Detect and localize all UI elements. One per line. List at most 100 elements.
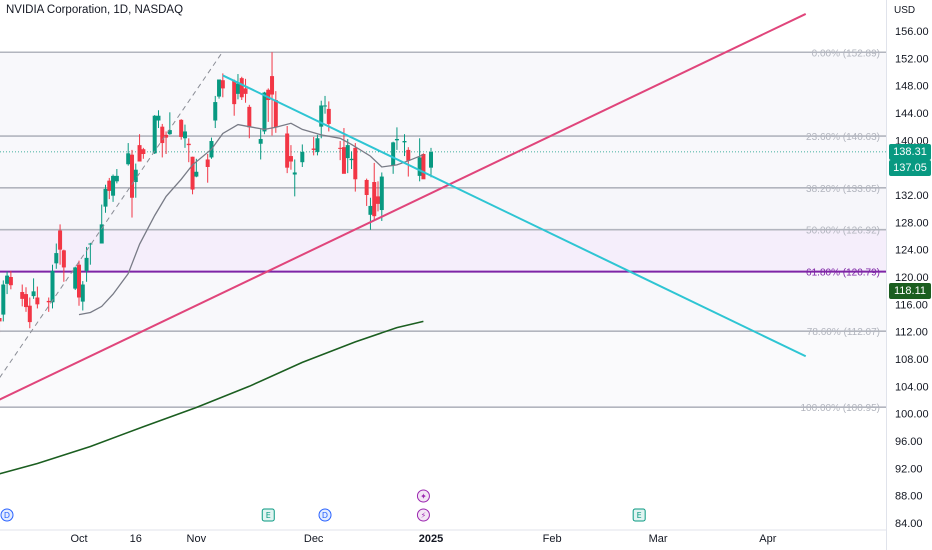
price-axis-label: 124.00 (895, 245, 929, 257)
support-trendline (0, 13, 807, 401)
candle-body (315, 138, 320, 152)
candle-body (285, 133, 290, 168)
earnings-glyph: E (266, 511, 271, 520)
earnings-glyph: E (637, 511, 642, 520)
candle-body (417, 157, 422, 176)
candle-body (323, 105, 328, 107)
candle-body (266, 89, 271, 101)
price-axis-label: 104.00 (895, 381, 929, 393)
candle-body (61, 250, 66, 268)
earnings-icon (632, 508, 646, 522)
price-axis-label: 148.00 (895, 81, 929, 93)
candle-body (402, 141, 407, 143)
last-price-badge: 138.31 (889, 144, 931, 160)
time-axis-label: Mar (649, 533, 668, 545)
price-axis-label: 96.00 (895, 436, 923, 448)
candle-body (232, 80, 237, 105)
candle-body (319, 105, 324, 127)
candle-body (99, 224, 104, 244)
candle-body (73, 267, 78, 289)
candle-body (376, 196, 381, 204)
price-axis-label: 116.00 (895, 299, 928, 311)
split-glyph: ⚡ (421, 511, 427, 520)
candle-body (186, 143, 191, 146)
slow-moving-average-line (0, 320, 424, 475)
price-axis-label: 92.00 (895, 463, 923, 475)
candle-body (429, 151, 433, 168)
candle-body (160, 126, 165, 144)
candle-body (239, 78, 244, 98)
candle-body (217, 79, 222, 97)
dividend-icon (0, 508, 14, 522)
time-axis-label: 16 (130, 533, 142, 545)
price-axis-label: 88.00 (895, 491, 923, 503)
candle-body (31, 291, 36, 297)
time-axis-label: 2025 (419, 533, 443, 545)
fib-level-label: 78.60% (112.07) (807, 327, 880, 338)
candle-body (58, 230, 63, 250)
currency-label[interactable]: USD (894, 5, 916, 16)
candle-body (213, 102, 218, 121)
price-axis-label: 128.00 (895, 217, 929, 229)
candle-body (270, 76, 275, 95)
candle-body (273, 100, 278, 128)
candle-body (5, 275, 10, 284)
candle-body (391, 142, 396, 166)
candle-body (247, 106, 252, 128)
price-axis-label: 152.00 (895, 53, 929, 65)
candle-body (114, 175, 119, 182)
candle-body (368, 205, 373, 215)
candle-body (190, 156, 195, 190)
candle-body (107, 180, 112, 191)
candle-body (8, 277, 13, 286)
candle-body (88, 243, 93, 245)
candle-body (126, 153, 131, 165)
time-axis-label: Apr (759, 533, 776, 545)
candle-body (156, 115, 161, 121)
candle-body (152, 115, 157, 154)
candle-body (164, 134, 169, 138)
price-axis-label: 144.00 (895, 108, 929, 120)
fib-level-label: 100.00% (100.95) (800, 403, 880, 414)
price-axis-label: 108.00 (895, 354, 929, 366)
candle-body (421, 154, 426, 180)
candle-body (141, 149, 146, 154)
candle-body (300, 151, 305, 163)
dividend-icon (318, 508, 332, 522)
candle-body (243, 88, 248, 94)
candle-body (326, 108, 331, 124)
time-axis-label: Dec (304, 533, 324, 545)
candle-body (133, 169, 138, 183)
candle-body (77, 264, 81, 298)
candle-body (220, 80, 225, 89)
dividend-glyph: D (4, 511, 10, 520)
candle-body (27, 305, 32, 323)
price-axis-label: 156.00 (895, 26, 929, 38)
candle-body (262, 92, 267, 132)
price-axis-label: 84.00 (895, 518, 923, 530)
fib-level-label: 50.00% (126.92) (806, 226, 880, 237)
candle-body (111, 175, 116, 196)
candle-body (46, 300, 51, 303)
candle-body (167, 130, 172, 135)
candle-body (288, 156, 293, 162)
candle-body (338, 147, 343, 149)
split-glyph: ✦ (420, 492, 427, 501)
fib-level-label: 61.80% (120.79) (806, 268, 880, 279)
fib-zone-band (0, 229, 886, 272)
candle-body (205, 159, 210, 167)
candle-body (258, 138, 263, 144)
candle-body (311, 148, 316, 150)
candle-body (84, 257, 89, 271)
candle-body (1, 284, 6, 315)
symbol-title: NVIDIA Corporation, 1D, NASDAQ (6, 4, 184, 16)
candle-body (292, 172, 297, 175)
candle-body (137, 145, 142, 162)
candle-body (129, 154, 134, 198)
candle-body (50, 270, 55, 303)
candle-body (353, 147, 358, 180)
resistance-trendline (222, 74, 807, 358)
fast-moving-average-line (78, 122, 424, 316)
time-axis-label: Feb (543, 533, 562, 545)
